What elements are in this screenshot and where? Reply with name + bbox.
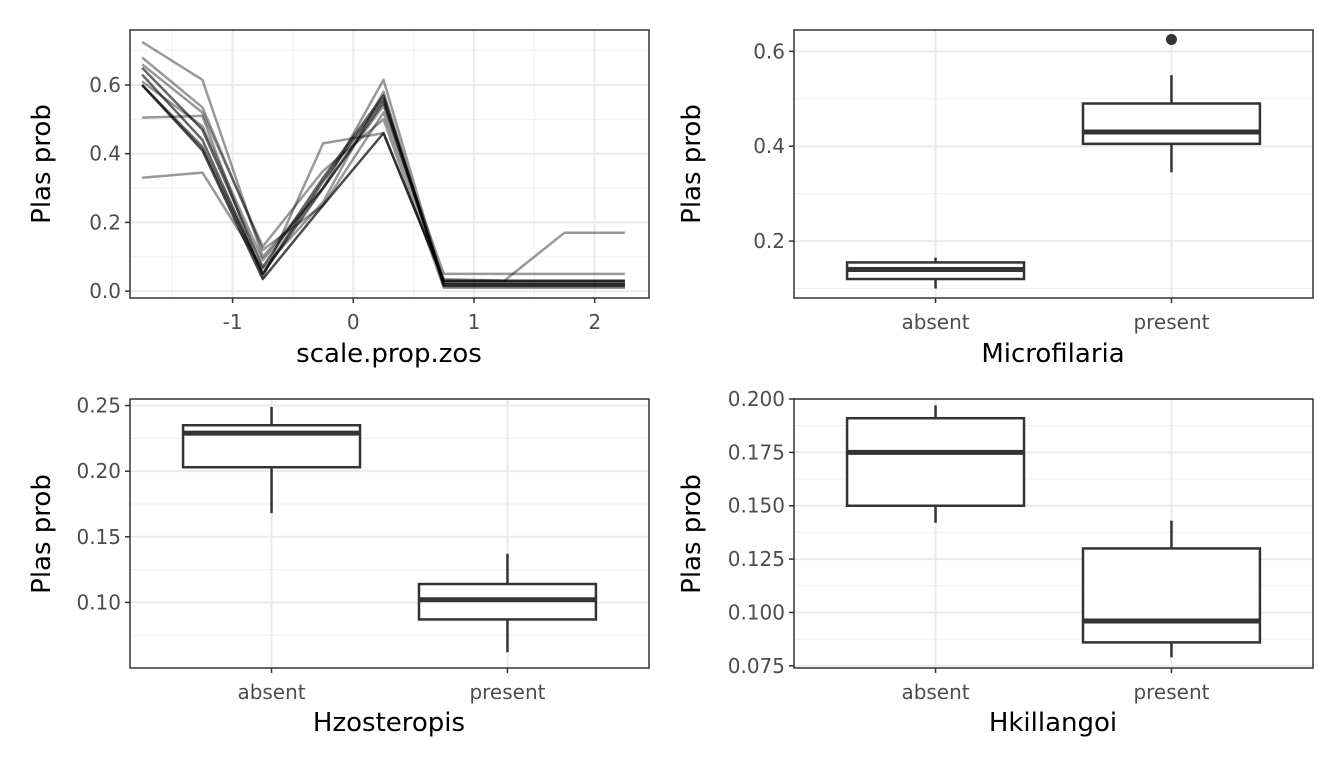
box-absent bbox=[845, 416, 1026, 507]
y-tick-label: 0.10 bbox=[76, 590, 121, 614]
y-tick-label: 0.2 bbox=[753, 229, 785, 253]
x-tick-label: present bbox=[1133, 310, 1209, 334]
x-tick-label: 0 bbox=[347, 310, 360, 334]
x-tick-label: 1 bbox=[468, 310, 481, 334]
y-tick-label: 0.200 bbox=[728, 387, 785, 411]
x-tick-label: absent bbox=[237, 680, 305, 704]
x-axis-title-microfilaria: Microfilaria bbox=[981, 339, 1124, 369]
y-tick-label: 0.25 bbox=[76, 394, 121, 418]
x-tick-label: present bbox=[469, 680, 545, 704]
x-tick-label: absent bbox=[901, 310, 969, 334]
panel-border bbox=[129, 398, 650, 669]
y-tick-label: 0.0 bbox=[89, 279, 121, 303]
x-axis-title-scale-prop-zos: scale.prop.zos bbox=[296, 339, 482, 369]
y-tick-label: 0.2 bbox=[89, 210, 121, 234]
panel-border bbox=[129, 29, 650, 299]
x-tick-label: absent bbox=[901, 680, 969, 704]
y-tick-label: 0.20 bbox=[76, 459, 121, 483]
series-line bbox=[141, 73, 625, 286]
x-axis-title-hkillangoi: Hkillangoi bbox=[989, 708, 1117, 738]
x-axis-title-hzosteropis: Hzosteropis bbox=[313, 708, 465, 738]
y-tick-label: 0.125 bbox=[728, 547, 785, 571]
box-present bbox=[1081, 102, 1262, 146]
x-tick-label: -1 bbox=[223, 310, 243, 334]
y-tick-label: 0.175 bbox=[728, 440, 785, 464]
panel-scale-prop-zos: 0.0 0.2 0.4 0.6 -1 0 1 2 scale.prop.zos Plas pr… bbox=[27, 29, 650, 369]
y-tick-label: 0.6 bbox=[89, 73, 121, 97]
y-tick-label: 0.075 bbox=[728, 654, 785, 678]
y-axis-title-panel-1: Plas prob bbox=[27, 104, 57, 224]
y-axis-title-panel-4: Plas prob bbox=[677, 474, 707, 594]
y-tick-label: 0.6 bbox=[753, 39, 785, 63]
y-tick-label: 0.150 bbox=[728, 494, 785, 518]
outlier-point bbox=[1165, 33, 1177, 45]
x-tick-label: 2 bbox=[588, 310, 601, 334]
panel-hkillangoi: 0.075 0.100 0.125 0.150 0.175 0.200 absent pres… bbox=[677, 387, 1314, 738]
y-tick-label: 0.4 bbox=[89, 142, 121, 166]
panel-border bbox=[793, 29, 1314, 299]
y-axis-title-panel-3: Plas prob bbox=[27, 474, 57, 594]
x-tick-label: present bbox=[1133, 680, 1209, 704]
series-line bbox=[141, 63, 625, 289]
y-tick-label: 0.15 bbox=[76, 525, 121, 549]
plot-background bbox=[794, 30, 1313, 298]
y-tick-label: 0.100 bbox=[728, 600, 785, 624]
y-tick-label: 0.4 bbox=[753, 134, 785, 158]
panel-microfilaria: 0.2 0.4 0.6 absent present Microfilaria Plas… bbox=[677, 29, 1314, 369]
y-axis-title-panel-2: Plas prob bbox=[677, 104, 707, 224]
panel-border bbox=[793, 398, 1314, 669]
panel-hzosteropis: 0.10 0.15 0.20 0.25 absent present Hzosteropi… bbox=[27, 394, 650, 738]
series-line bbox=[141, 66, 625, 288]
series-line bbox=[141, 84, 625, 283]
box-present bbox=[1081, 547, 1262, 644]
